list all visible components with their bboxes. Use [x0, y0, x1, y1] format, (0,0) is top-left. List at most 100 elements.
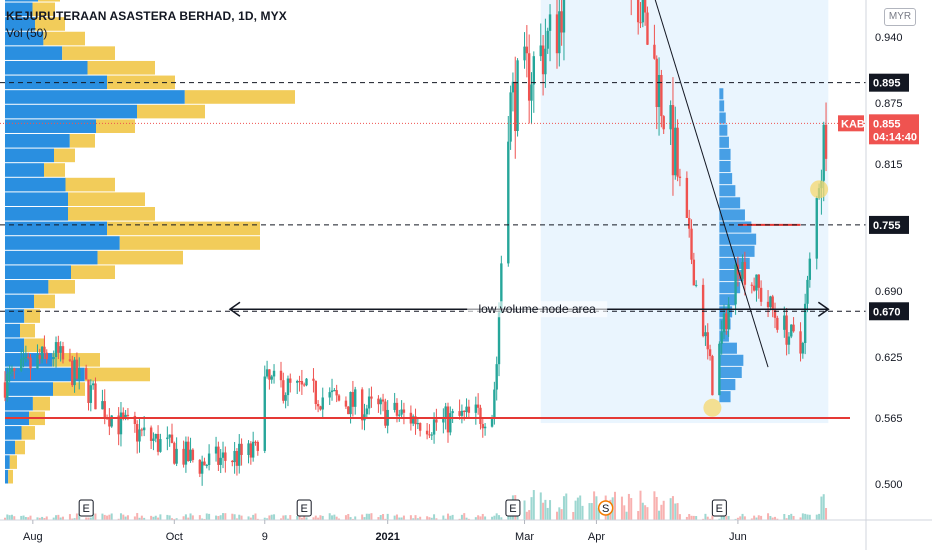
volume-bar — [546, 507, 549, 520]
volume-bar — [477, 515, 480, 520]
volume-bar — [481, 513, 484, 520]
annotation-label-bg — [467, 301, 608, 318]
candle-body — [119, 412, 123, 435]
volume-bar — [136, 513, 139, 520]
candle-body — [479, 407, 482, 425]
volume-bar — [231, 513, 234, 520]
volume-bar — [808, 514, 811, 520]
volume-bar — [815, 514, 818, 520]
candle-body — [289, 378, 292, 383]
volume-bar — [368, 513, 371, 520]
candle-body — [254, 441, 257, 443]
volume-profile-right-row — [719, 342, 737, 354]
candle-body — [214, 446, 218, 454]
volume-bar — [709, 518, 712, 520]
y-tick-label: 0.690 — [875, 286, 903, 298]
ticker-tag — [838, 115, 864, 132]
volume-bar — [822, 494, 825, 520]
candle-body — [525, 46, 529, 54]
volume-bar — [61, 516, 64, 520]
volume-bar — [412, 518, 415, 520]
candle-body — [641, 0, 645, 23]
candle-body — [91, 383, 95, 386]
volume-profile-row-down — [8, 469, 13, 484]
volume-profile-right-row — [719, 148, 731, 160]
candle-body — [787, 336, 791, 345]
candle-body — [330, 390, 334, 393]
volume-bar — [739, 516, 742, 520]
volume-bar — [753, 515, 756, 520]
candle-body — [36, 355, 39, 369]
candle-body — [270, 376, 273, 380]
volume-bar — [78, 513, 81, 520]
candle-body — [481, 424, 484, 429]
volume-bar — [718, 518, 721, 520]
earnings-marker — [505, 499, 521, 517]
volume-bar — [804, 513, 807, 520]
candle-body — [752, 285, 756, 291]
currency-button[interactable]: MYR — [884, 8, 916, 26]
volume-bar — [337, 518, 340, 520]
candle-body — [140, 429, 144, 431]
candle-body — [268, 369, 271, 380]
candle-body — [282, 380, 285, 401]
volume-profile-row-up — [5, 221, 107, 236]
volume-bar — [286, 518, 289, 520]
candle-body — [24, 356, 28, 358]
volume-profile-row-down — [9, 455, 17, 469]
volume-bar — [825, 507, 828, 520]
volume-profile-row-down — [43, 31, 85, 46]
volume-bar — [787, 515, 790, 520]
volume-bar — [273, 514, 276, 520]
volume-profile-row-up — [5, 207, 68, 221]
volume-bar — [760, 515, 763, 520]
candle-body — [13, 368, 16, 371]
candle-body — [279, 370, 283, 381]
highlight-circle — [810, 180, 829, 199]
candle-body — [643, 0, 647, 13]
candle-body — [108, 417, 111, 427]
volume-profile-row-up — [5, 177, 66, 192]
volume-bar — [741, 513, 744, 520]
volume-bar — [363, 517, 366, 520]
volume-profile-right-row — [719, 233, 757, 245]
annotation-arrowhead-right — [817, 301, 830, 317]
candle-body — [117, 415, 120, 435]
candle-body — [676, 127, 679, 177]
volume-profile-row-down — [38, 0, 60, 2]
volume-profile-row-down — [97, 250, 183, 265]
volume-bar — [349, 517, 352, 520]
candle-body — [766, 301, 770, 308]
earnings-marker — [78, 499, 94, 517]
candle-body — [3, 382, 7, 398]
volume-bar — [108, 514, 111, 520]
candle-body — [757, 274, 760, 288]
candle-body — [319, 406, 322, 410]
candle-body — [824, 124, 828, 159]
volume-bar — [106, 515, 109, 520]
candle-body — [224, 452, 227, 461]
volume-bar — [500, 517, 503, 520]
volume-bar — [493, 515, 496, 520]
volume-profile-right-row — [719, 354, 744, 366]
y-tick-label: 0.815 — [875, 159, 903, 171]
candle-body — [558, 11, 561, 54]
volume-bar — [806, 514, 809, 520]
volume-bar — [465, 517, 468, 520]
volume-bar — [495, 513, 498, 520]
candle-body — [458, 411, 461, 416]
volume-profile-row-up — [5, 133, 70, 148]
candle-body — [207, 453, 211, 466]
volume-bar — [549, 500, 552, 520]
candle-body — [198, 459, 202, 474]
volume-profile-row-up — [5, 17, 35, 31]
candle-body — [799, 331, 802, 354]
candle-body — [546, 30, 549, 49]
candle-body — [360, 389, 364, 421]
volume-profile-right-row — [719, 185, 736, 197]
volume-bar — [335, 516, 338, 520]
volume-bar — [312, 517, 315, 520]
candle-body — [493, 389, 496, 419]
